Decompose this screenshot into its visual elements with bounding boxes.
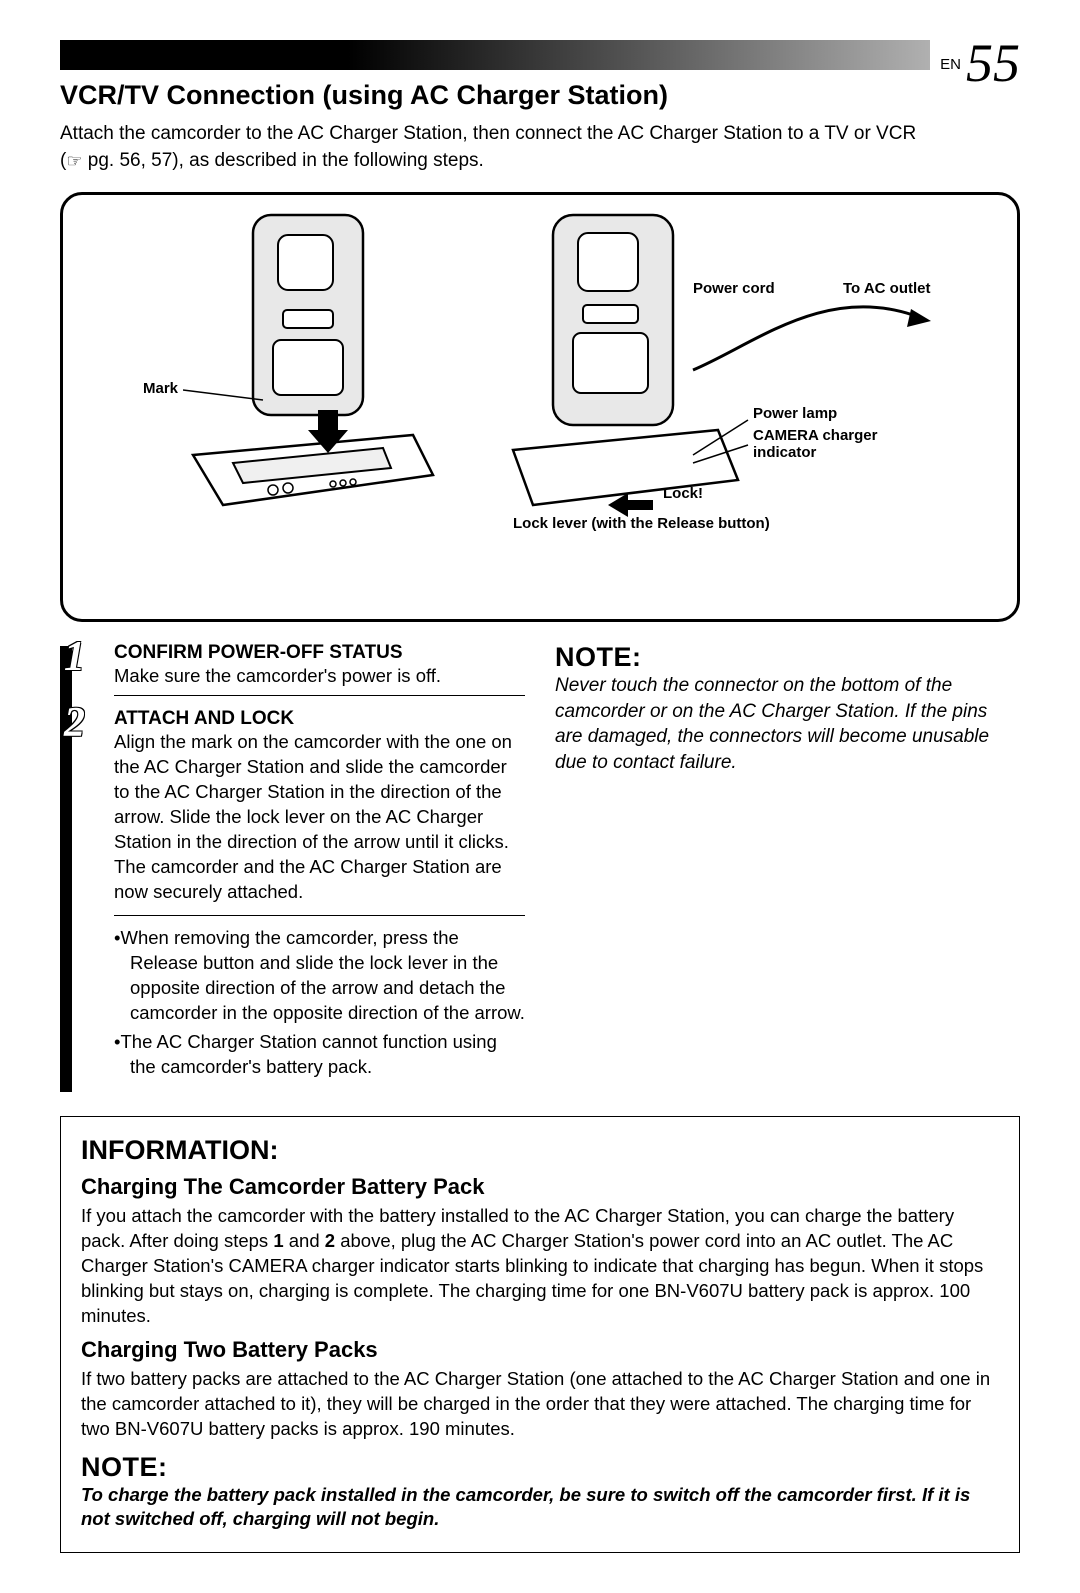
steps-column: 1 CONFIRM POWER-OFF STATUS Make sure the…	[60, 642, 525, 1092]
info-note-title: NOTE:	[81, 1452, 999, 1483]
info-title: INFORMATION:	[81, 1135, 999, 1166]
fig-label-power-cord: Power cord	[693, 280, 775, 297]
page-num-value: 55	[966, 33, 1020, 93]
fig-label-lock-lever: Lock lever (with the Release button)	[513, 515, 770, 532]
fig-label-to-ac: To AC outlet	[843, 280, 930, 297]
header-bar: EN 55	[60, 40, 1020, 70]
note-title: NOTE:	[555, 642, 1020, 673]
intro-text: Attach the camcorder to the AC Charger S…	[60, 121, 1020, 174]
intro-line-2: pg. 56, 57), as described in the followi…	[82, 150, 483, 171]
step-2-bullets: •When removing the camcorder, press the …	[114, 926, 525, 1080]
fig-label-mark: Mark	[143, 380, 178, 397]
step-1-body: Make sure the camcorder's power is off.	[114, 664, 525, 689]
note-body: Never touch the connector on the bottom …	[555, 673, 1020, 776]
step-1: 1 CONFIRM POWER-OFF STATUS Make sure the…	[60, 642, 525, 696]
camcorder-diagram-right	[493, 205, 973, 605]
info-bold-1: 1	[273, 1230, 283, 1251]
info-body-2: If two battery packs are attached to the…	[81, 1367, 999, 1442]
step-2-bullet-1: •When removing the camcorder, press the …	[114, 926, 525, 1026]
step-2-title: ATTACH AND LOCK	[114, 708, 525, 730]
fig-label-lock: Lock!	[663, 485, 703, 502]
info-note-body: To charge the battery pack installed in …	[81, 1483, 999, 1533]
info-bold-2: 2	[325, 1230, 335, 1251]
intro-line-1: Attach the camcorder to the AC Charger S…	[60, 123, 916, 144]
note-column: NOTE: Never touch the connector on the b…	[555, 642, 1020, 1092]
fig-label-camera-charger: CAMERA charger indicator	[753, 427, 913, 461]
camcorder-diagram-left	[183, 205, 443, 525]
information-box: INFORMATION: Charging The Camcorder Batt…	[60, 1116, 1020, 1554]
step-2-number: 2	[64, 702, 85, 744]
step-2-body: Align the mark on the camcorder with the…	[114, 730, 525, 905]
info-body-1b: and	[284, 1230, 325, 1251]
step-2-bullet-2: •The AC Charger Station cannot function …	[114, 1030, 525, 1080]
info-sub-1: Charging The Camcorder Battery Pack	[81, 1174, 999, 1200]
step-1-number: 1	[64, 636, 85, 678]
page-title: VCR/TV Connection (using AC Charger Stat…	[60, 80, 1020, 111]
step-2: 2 ATTACH AND LOCK Align the mark on the …	[60, 708, 525, 1080]
step-1-title: CONFIRM POWER-OFF STATUS	[114, 642, 525, 664]
info-body-1: If you attach the camcorder with the bat…	[81, 1204, 999, 1329]
pointer-icon: ☞	[66, 149, 82, 174]
figure-box: Mark Power cord To AC outlet Power lamp …	[60, 192, 1020, 622]
step-2-rule	[114, 915, 525, 916]
info-sub-2: Charging Two Battery Packs	[81, 1337, 999, 1363]
step-1-rule	[114, 695, 525, 696]
fig-label-power-lamp: Power lamp	[753, 405, 837, 422]
page-lang: EN	[940, 56, 961, 73]
page-number: EN 55	[930, 32, 1020, 94]
